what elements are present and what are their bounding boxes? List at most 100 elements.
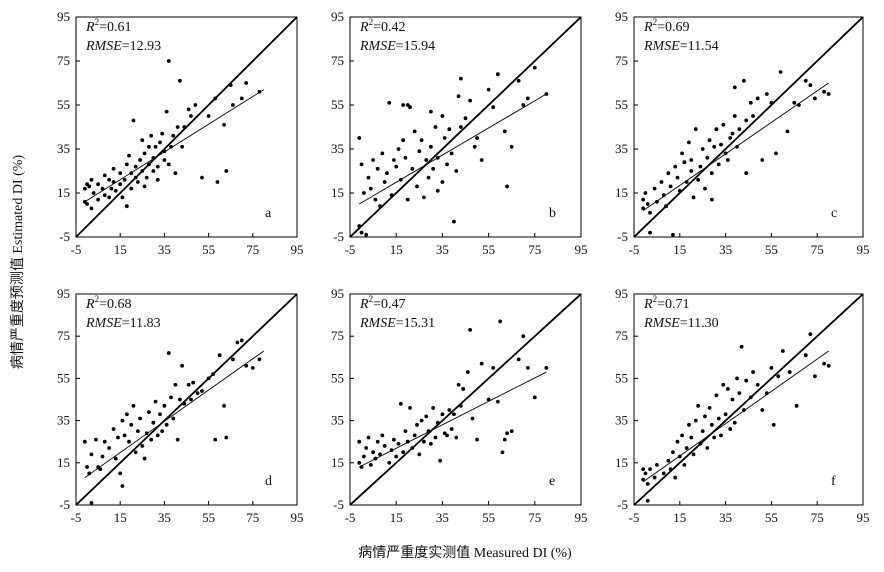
data-point — [111, 166, 116, 171]
data-point — [231, 103, 235, 107]
data-point — [498, 319, 503, 324]
plot-frame — [633, 293, 864, 506]
data-point — [709, 422, 714, 427]
data-point — [684, 446, 689, 450]
r2-value: =0.47 — [373, 297, 405, 312]
data-point — [719, 433, 723, 438]
data-point — [778, 70, 783, 74]
data-point — [151, 169, 156, 173]
y-tick-label: 15 — [57, 185, 70, 200]
x-tick-label: -5 — [345, 242, 356, 257]
r2-label: R — [359, 20, 369, 35]
y-tick-label: 15 — [331, 455, 344, 470]
data-point — [433, 125, 438, 129]
r2-label: R — [85, 297, 95, 312]
data-point — [96, 197, 100, 202]
data-point — [408, 406, 412, 410]
x-tick-label: 15 — [390, 242, 403, 257]
data-point — [442, 136, 447, 140]
data-point — [447, 127, 452, 132]
data-point — [213, 437, 218, 442]
rmse-stat: RMSE=12.93 — [85, 39, 161, 54]
rmse-stat: RMSE=15.94 — [359, 39, 435, 54]
y-tick-label: 15 — [615, 455, 628, 470]
data-point — [239, 96, 244, 101]
x-tick-label: -5 — [345, 510, 356, 525]
y-tick-label: 55 — [615, 97, 628, 112]
data-point — [677, 188, 682, 193]
data-point — [641, 477, 646, 482]
data-point — [142, 456, 147, 461]
r2-value: =0.42 — [373, 20, 405, 35]
data-point — [803, 78, 808, 83]
r2-superscript: 2 — [95, 294, 100, 304]
data-point — [463, 116, 468, 121]
data-point — [458, 76, 463, 81]
data-point — [107, 195, 112, 200]
data-point — [166, 351, 171, 355]
r2-label: R — [643, 20, 653, 35]
panel-label: f — [831, 474, 836, 489]
data-point — [655, 463, 659, 467]
data-point — [458, 125, 463, 129]
data-point — [787, 370, 792, 374]
y-tick-label: 15 — [331, 185, 344, 200]
data-point — [147, 144, 151, 149]
data-point — [164, 109, 169, 114]
x-tick-label: 55 — [482, 510, 495, 525]
data-point — [378, 204, 382, 209]
rmse-value: =12.93 — [122, 39, 161, 54]
data-point — [491, 365, 496, 370]
data-point — [709, 197, 714, 202]
data-point — [440, 180, 445, 184]
r2-label: R — [643, 297, 653, 312]
data-point — [705, 446, 710, 450]
data-point — [389, 448, 394, 453]
x-tick-label: 95 — [857, 242, 870, 257]
data-point — [403, 155, 408, 160]
data-point — [641, 206, 646, 211]
y-tick-label: 15 — [57, 455, 70, 470]
data-point — [648, 467, 652, 472]
data-point — [774, 151, 778, 156]
x-tick-label: 35 — [158, 510, 171, 525]
data-point — [532, 65, 537, 70]
data-point — [398, 401, 403, 406]
data-point — [696, 403, 701, 408]
data-point — [153, 399, 158, 404]
data-point — [696, 177, 701, 182]
data-point — [491, 105, 496, 110]
data-point — [419, 418, 424, 423]
data-point — [433, 435, 438, 440]
reference-line-1to1 — [350, 294, 581, 505]
data-point — [723, 151, 728, 156]
panel-c: -5 15 35 55 75 95 -5 15 35 55 75 95 R2=0.69 RMSE=11.5… — [615, 9, 870, 257]
data-point — [428, 109, 433, 114]
x-tick-label: 55 — [482, 242, 495, 257]
r2-stat: R2=0.71 — [643, 294, 689, 312]
data-point — [122, 177, 127, 182]
regression-line — [84, 89, 265, 203]
reference-line-1to1 — [76, 294, 297, 505]
data-point — [422, 195, 426, 200]
data-point — [124, 412, 129, 417]
y-tick-label: 55 — [615, 370, 628, 385]
panel-label: a — [265, 206, 272, 221]
data-point — [748, 100, 753, 105]
y-tick-label: 95 — [615, 9, 628, 24]
data-point — [472, 144, 477, 149]
y-tick-label: -5 — [617, 229, 628, 244]
data-point — [235, 340, 240, 345]
data-point — [730, 131, 735, 136]
data-point — [417, 452, 422, 457]
data-point — [703, 186, 707, 191]
data-point — [435, 420, 440, 425]
data-point — [87, 471, 92, 476]
plot-frame — [75, 16, 298, 238]
data-point — [142, 184, 147, 189]
data-point — [689, 158, 694, 162]
r2-superscript: 2 — [653, 17, 658, 27]
data-point — [111, 427, 116, 431]
data-point — [673, 475, 678, 480]
data-point — [359, 465, 364, 469]
